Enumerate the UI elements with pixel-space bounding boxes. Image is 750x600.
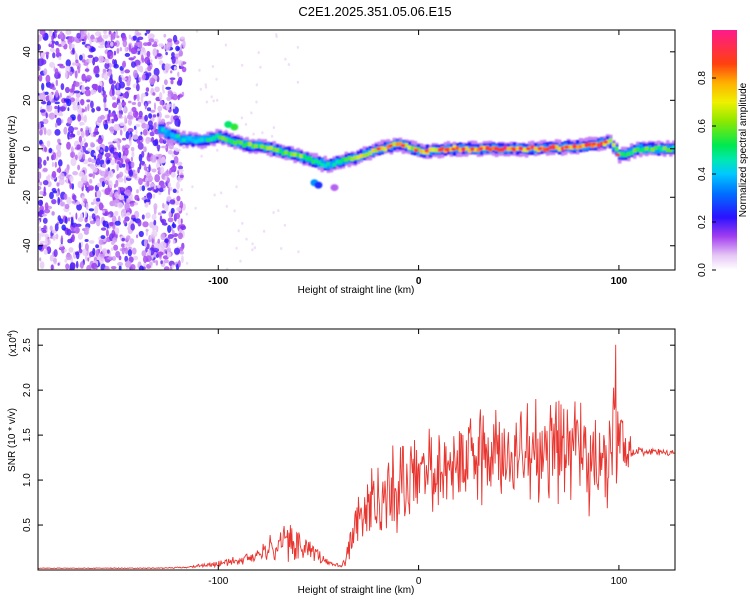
colorbar-tick-label: 0.2 — [697, 215, 708, 229]
spec-y-tick-label: -40 — [22, 238, 33, 253]
colorbar-tick-label: 0.4 — [697, 167, 708, 181]
snr-y-tick-label: 1.5 — [22, 428, 33, 442]
snr-scale-base: (x10 — [8, 337, 19, 357]
colorbar-label: Normalized spectral amplitude — [738, 82, 749, 217]
chart-title: C2E1.2025.351.05.06.E15 — [298, 4, 451, 19]
snr-panel: -100 0 100 0.5 1.0 1.5 2.0 2.5 Height of straig… — [7, 328, 676, 596]
colorbar-ticks: 0.0 0.2 0.4 0.6 0.8 — [697, 71, 716, 277]
spec-y-tick-label: 40 — [22, 46, 33, 58]
colorbar-tick-label: 0.8 — [697, 71, 708, 85]
snr-ticks: -100 0 100 0.5 1.0 1.5 2.0 2.5 — [22, 329, 675, 587]
snr-frame — [37, 328, 676, 571]
colorbar-gradient — [712, 30, 737, 270]
spec-y-tick-label: 0 — [22, 146, 33, 152]
spec-y-tick-label: -20 — [22, 190, 33, 205]
snr-y-tick-label: 0.5 — [22, 518, 33, 532]
spec-y-tick-label: 20 — [22, 94, 33, 106]
noise-region — [38, 30, 300, 270]
snr-scale-exponent: 4 — [7, 333, 14, 337]
snr-content — [38, 344, 675, 570]
snr-x-label: Height of straight line (km) — [298, 585, 415, 596]
snr-x-tick-label: 0 — [416, 576, 422, 587]
colorbar: 0.0 0.2 0.4 0.6 0.8 Normalized spectral ampl… — [697, 30, 749, 277]
spectrogram-y-label: Frequency (Hz) — [7, 116, 18, 185]
snr-y-tick-label: 2.0 — [22, 383, 33, 397]
snr-scale-label: (x104) — [7, 330, 19, 357]
spectrogram-ticks: -100 0 100 -40 -20 0 20 40 — [22, 30, 675, 287]
svg-text:(x104): (x104) — [7, 330, 19, 357]
colorbar-tick-label: 0.6 — [697, 119, 708, 133]
snr-x-tick-label: -100 — [208, 576, 228, 587]
spec-x-tick-label: 100 — [611, 276, 628, 287]
colorbar-tick-label: 0.0 — [697, 263, 708, 277]
spectrogram-content — [38, 30, 675, 270]
signal-ridge — [158, 121, 675, 192]
spectrogram-frame — [37, 29, 676, 271]
spectrogram-panel: -100 0 100 -40 -20 0 20 40 Height of straight l… — [7, 29, 676, 296]
spec-x-tick-label: -100 — [208, 276, 228, 287]
spec-x-tick-label: 0 — [416, 276, 422, 287]
snr-y-tick-label: 1.0 — [22, 473, 33, 487]
spectrogram-x-label: Height of straight line (km) — [298, 285, 415, 296]
snr-x-tick-label: 100 — [611, 576, 628, 587]
snr-y-label: SNR (10 * v/v) — [7, 408, 18, 472]
snr-y-tick-label: 2.5 — [22, 338, 33, 352]
snr-series-line — [38, 344, 675, 570]
